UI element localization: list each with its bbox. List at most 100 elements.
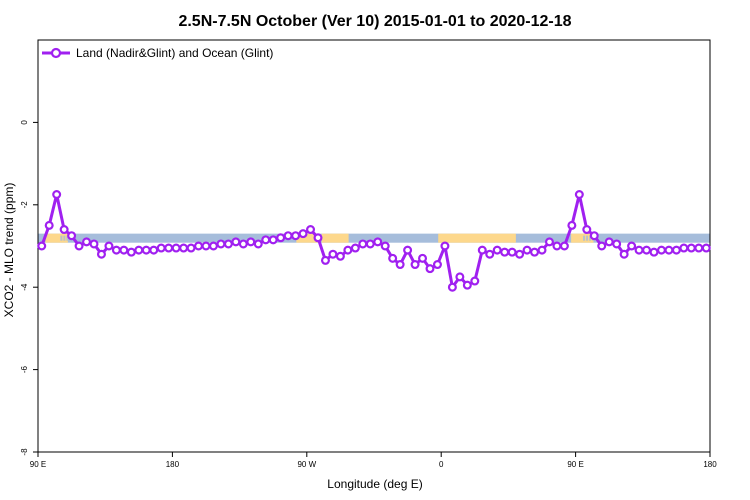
data-point (126, 247, 136, 257)
mixed-band-1-457 (586, 235, 589, 241)
data-point (44, 220, 54, 230)
ocean-band (38, 233, 710, 243)
data-point (515, 249, 525, 259)
data-point (156, 243, 166, 253)
data-point (425, 264, 435, 274)
data-point (186, 243, 196, 253)
data-point (67, 231, 77, 241)
data-point (216, 239, 226, 249)
data-point (276, 233, 286, 243)
data-point (350, 243, 360, 253)
data-point (559, 241, 569, 251)
land-band-3 (438, 233, 516, 243)
data-point (298, 229, 308, 239)
data-point (388, 253, 398, 263)
data-point (522, 245, 532, 255)
land-band-2 (321, 233, 349, 243)
data-point (171, 243, 181, 253)
y-tick-label: -4 (20, 283, 29, 291)
axes: 90 E 180 90 W 0 90 E 180 0 -2 -4 -6 -8 (20, 120, 717, 469)
data-point (664, 245, 674, 255)
data-point (485, 249, 495, 259)
data-point (343, 245, 353, 255)
data-point (455, 272, 465, 282)
data-point (440, 241, 450, 251)
x-tick-label: 90 E (30, 460, 46, 469)
data-point (582, 225, 592, 235)
data-point (96, 249, 106, 259)
mixed-band-1-455 (583, 235, 586, 241)
data-point (194, 241, 204, 251)
data-point (537, 245, 547, 255)
data-point (418, 253, 428, 263)
x-axis-label: Longitude (deg E) (327, 477, 422, 491)
data-point (365, 239, 375, 249)
data-point (701, 243, 711, 253)
data-point (694, 243, 704, 253)
y-tick-label: -6 (20, 365, 29, 373)
data-point (604, 237, 614, 247)
data-point (246, 237, 256, 247)
data-point (656, 245, 666, 255)
y-axis-label: XCO2 - MLO trend (ppm) (2, 183, 16, 318)
legend-marker (50, 47, 62, 59)
data-point (358, 239, 368, 249)
x-tick-label: 90 E (567, 460, 583, 469)
data-point (208, 241, 218, 251)
data-point (597, 241, 607, 251)
data-point (268, 235, 278, 245)
mixed-band-0-107 (63, 235, 66, 241)
data-point (567, 220, 577, 230)
data-point (380, 241, 390, 251)
data-point (612, 239, 622, 249)
data-point (89, 239, 99, 249)
data-point (470, 276, 480, 286)
data-point (313, 233, 323, 243)
data-point (574, 190, 584, 200)
data-point (530, 247, 540, 257)
data-point (111, 245, 121, 255)
land-band-1 (296, 233, 319, 243)
chart-title: 2.5N-7.5N October (Ver 10) 2015-01-01 to… (178, 13, 571, 30)
data-point (238, 239, 248, 249)
y-tick-label: 0 (20, 120, 29, 125)
series-layer (37, 190, 711, 292)
data-point (320, 255, 330, 265)
data-point (261, 235, 271, 245)
data-point (589, 231, 599, 241)
data-point (686, 243, 696, 253)
data-point (52, 190, 62, 200)
mixed-band-1-459 (589, 235, 592, 241)
data-point (552, 241, 562, 251)
y-tick-label: -2 (20, 201, 29, 209)
data-point (328, 249, 338, 259)
data-point (642, 245, 652, 255)
data-point (149, 245, 159, 255)
y-tick-label: -8 (20, 448, 29, 456)
mixed-band-0-109 (66, 235, 69, 241)
data-point (253, 239, 263, 249)
data-point (74, 241, 84, 251)
data-point (283, 231, 293, 241)
data-point (634, 245, 644, 255)
data-point (141, 245, 151, 255)
data-point (164, 243, 174, 253)
land-band-0 (45, 233, 68, 243)
data-point (627, 241, 637, 251)
data-point (37, 241, 47, 251)
data-point (410, 260, 420, 270)
data-point (432, 260, 442, 270)
legend: Land (Nadir&Glint) and Ocean (Glint) (42, 46, 273, 60)
data-point (231, 237, 241, 247)
data-point (403, 245, 413, 255)
data-point (500, 247, 510, 257)
data-point (104, 241, 114, 251)
data-point (223, 239, 233, 249)
data-point (134, 245, 144, 255)
data-point (462, 280, 472, 290)
mixed-band-0-105 (60, 235, 63, 241)
data-point (544, 237, 554, 247)
data-point (201, 241, 211, 251)
data-point (119, 245, 129, 255)
